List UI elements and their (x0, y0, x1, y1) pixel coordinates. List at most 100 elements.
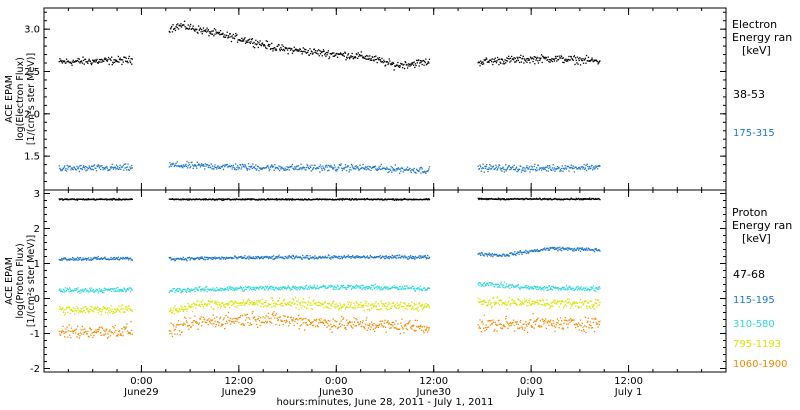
proton-data-point (89, 328, 91, 330)
proton-data-point (311, 288, 313, 290)
electron-data-point (571, 58, 573, 60)
electron-data-point (336, 170, 338, 172)
proton-data-point (188, 289, 191, 291)
proton-data-point (228, 286, 230, 288)
proton-data-point (59, 334, 62, 337)
proton-data-point (69, 287, 71, 289)
proton-data-point (71, 309, 73, 312)
proton-data-point (249, 287, 251, 289)
electron-data-point (100, 168, 102, 171)
proton-data-point (502, 198, 504, 200)
proton-data-point (296, 198, 298, 200)
proton-data-point (76, 199, 79, 201)
electron-data-point (279, 166, 281, 168)
electron-data-point (491, 168, 493, 170)
electron-data-point (593, 168, 596, 170)
electron-data-point (404, 61, 406, 63)
proton-data-point (497, 296, 499, 298)
proton-data-point (485, 301, 487, 303)
electron-data-point (108, 63, 110, 66)
proton-data-point (406, 305, 408, 307)
proton-data-point (78, 290, 80, 292)
proton-data-point (593, 290, 596, 292)
proton-data-point (268, 303, 270, 305)
proton-data-point (487, 301, 490, 304)
proton-data-point (545, 249, 547, 251)
electron-data-point (117, 55, 119, 58)
electron-data-point (427, 62, 429, 65)
proton-data-point (294, 296, 297, 298)
electron-data-point (204, 30, 206, 32)
electron-data-point (382, 167, 384, 169)
proton-data-point (250, 257, 252, 259)
electron-data-point (497, 56, 499, 59)
proton-data-point (204, 318, 206, 320)
electron-data-point (105, 58, 107, 60)
electron-data-point (131, 58, 133, 60)
electron-data-point (183, 20, 186, 22)
proton-data-point (254, 288, 256, 290)
electron-data-point (212, 30, 214, 32)
proton-data-point (61, 330, 63, 332)
proton-data-point (413, 257, 415, 259)
proton-data-point (349, 199, 351, 201)
proton-data-point (316, 258, 318, 260)
proton-data-point (378, 256, 381, 258)
proton-data-point (248, 324, 250, 327)
electron-data-point (479, 164, 481, 166)
proton-data-point (583, 287, 585, 289)
proton-data-point (324, 256, 326, 258)
electron-data-point (227, 37, 229, 39)
electron-data-point (232, 164, 234, 167)
proton-data-point (342, 256, 345, 258)
proton-data-point (489, 282, 491, 284)
proton-data-point (422, 199, 424, 201)
proton-data-point (588, 248, 590, 250)
electron-data-point (506, 57, 508, 59)
electron-data-point (235, 169, 237, 171)
electron-data-point (498, 64, 500, 66)
proton-data-point (549, 305, 551, 307)
proton-data-point (288, 199, 290, 201)
proton-data-point (215, 290, 217, 292)
proton-data-point (125, 327, 127, 329)
electron-data-point (387, 63, 389, 65)
electron-data-point (115, 60, 117, 62)
electron-data-point (205, 29, 207, 31)
proton-data-point (595, 197, 597, 200)
electron-data-point (563, 61, 565, 64)
electron-data-point (367, 168, 370, 170)
proton-data-point (557, 250, 559, 252)
proton-data-point (284, 286, 286, 288)
electron-data-point (291, 48, 293, 50)
electron-data-point (395, 168, 398, 170)
proton-data-point (263, 286, 265, 288)
electron-data-point (424, 171, 426, 173)
proton-data-point (341, 258, 343, 260)
proton-data-point (179, 309, 181, 311)
proton-data-point (117, 335, 119, 337)
proton-data-point (99, 310, 101, 312)
proton-data-point (428, 257, 430, 259)
proton-data-point (375, 286, 378, 288)
electron-data-point (403, 63, 405, 66)
proton-data-point (190, 289, 192, 291)
proton-data-point (290, 198, 292, 200)
proton-data-point (297, 287, 299, 289)
proton-data-point (381, 305, 384, 307)
proton-data-point (205, 303, 207, 305)
proton-data-point (214, 300, 216, 302)
proton-data-point (505, 255, 507, 257)
electron-data-point (390, 165, 392, 168)
proton-data-point (189, 291, 191, 293)
proton-data-point (347, 303, 350, 305)
electron-data-point (558, 55, 560, 57)
proton-data-point (108, 259, 110, 261)
proton-data-point (61, 290, 63, 292)
proton-data-point (281, 257, 283, 259)
proton-data-point (478, 198, 480, 201)
electron-data-point (98, 58, 101, 61)
electron-data-point (170, 27, 172, 29)
electron-data-point (515, 166, 518, 168)
